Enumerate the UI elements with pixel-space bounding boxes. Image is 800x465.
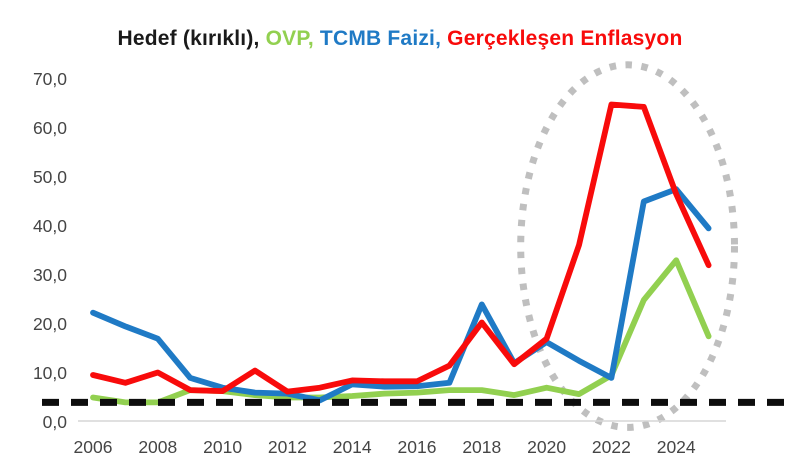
x-tick-label: 2024	[657, 437, 696, 457]
series-line-gerceklesen-enflasyon	[90, 101, 712, 395]
x-tick-label: 2020	[527, 437, 566, 457]
y-tick-label: 20,0	[33, 314, 67, 334]
y-tick-label: 30,0	[33, 265, 67, 285]
y-tick-label: 70,0	[33, 69, 67, 89]
title-legend-segment: TCMB Faizi,	[319, 27, 448, 50]
x-tick-label: 2018	[462, 437, 501, 457]
title-legend-segment: OVP,	[265, 27, 320, 50]
x-tick-label: 2008	[138, 437, 177, 457]
highlight-ellipse	[517, 61, 738, 431]
x-tick-label: 2022	[592, 437, 631, 457]
y-tick-label: 50,0	[33, 167, 67, 187]
y-tick-label: 60,0	[33, 118, 67, 138]
title-legend-segment: Hedef (kırıklı),	[117, 27, 266, 50]
x-tick-label: 2012	[268, 437, 307, 457]
y-tick-label: 0,0	[43, 412, 68, 432]
title-legend-segment: Gerçekleşen Enflasyon	[447, 27, 683, 50]
chart-title: Hedef (kırıklı), OVP, TCMB Faizi, Gerçek…	[0, 27, 800, 51]
y-tick-label: 40,0	[33, 216, 67, 236]
y-tick-label: 10,0	[33, 363, 67, 383]
x-tick-label: 2014	[333, 437, 372, 457]
x-tick-label: 2010	[203, 437, 242, 457]
x-tick-label: 2016	[398, 437, 437, 457]
series-line-tcmb-faizi	[90, 186, 712, 404]
x-tick-label: 2006	[74, 437, 113, 457]
